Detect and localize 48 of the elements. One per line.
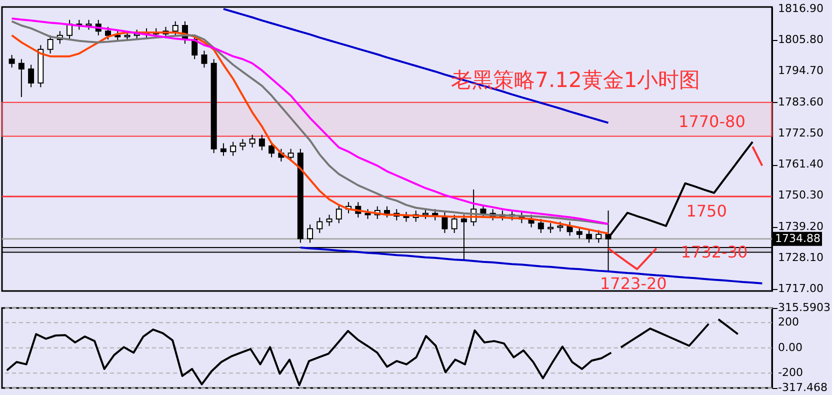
candlestick <box>249 134 256 148</box>
y-tick-label: 1761.40 <box>778 158 824 171</box>
candlestick <box>460 214 467 260</box>
candlestick <box>548 222 554 234</box>
candlestick <box>316 217 323 234</box>
candlestick <box>307 224 314 244</box>
y-tick-label: 1783.60 <box>778 95 824 108</box>
ref-line-label: 1734.88 <box>775 232 820 245</box>
line-series <box>607 247 658 270</box>
candlestick <box>105 26 112 40</box>
candlestick <box>451 214 458 234</box>
y-tick-label: 1750.30 <box>778 188 824 202</box>
candlestick <box>288 148 294 162</box>
candlestick <box>172 20 178 36</box>
candlestick <box>586 230 592 244</box>
y-tick-label: 1739.20 <box>778 220 824 233</box>
candlestick <box>8 54 15 68</box>
annotation: 1750 <box>686 201 727 220</box>
candlestick <box>576 226 582 240</box>
candlestick <box>258 134 265 151</box>
y-tick-label: 0.00 <box>778 340 802 354</box>
y-tick-label: -317.468 <box>778 381 828 394</box>
candlestick <box>596 230 602 244</box>
y-tick-label: 1717.00 <box>778 282 824 296</box>
candlestick <box>28 64 34 88</box>
candlestick <box>557 221 564 232</box>
candlestick <box>384 206 390 218</box>
candlestick <box>326 214 332 226</box>
candlestick <box>18 58 24 98</box>
y-tick-label: 1772.50 <box>778 126 824 140</box>
y-tick-label: 1794.70 <box>778 64 824 78</box>
candlestick <box>230 141 236 156</box>
candlestick <box>336 204 342 224</box>
y-tick-label: 1728.10 <box>778 250 824 264</box>
annotation: 1723-20 <box>600 274 667 293</box>
candlestick <box>538 218 544 234</box>
y-tick-label: 315.5903 <box>778 301 830 314</box>
y-tick-label: 1816.90 <box>778 2 824 15</box>
annotation: 1770-80 <box>678 112 746 132</box>
candlestick <box>47 34 54 54</box>
y-tick-label: -200 <box>778 366 803 380</box>
y-tick-label: 200 <box>778 316 799 329</box>
line-series <box>6 328 612 386</box>
line-series <box>620 322 710 348</box>
y-tick-label: 1805.80 <box>778 33 824 46</box>
candlestick <box>240 138 246 151</box>
candlestick <box>220 142 226 156</box>
candlestick <box>201 50 208 68</box>
